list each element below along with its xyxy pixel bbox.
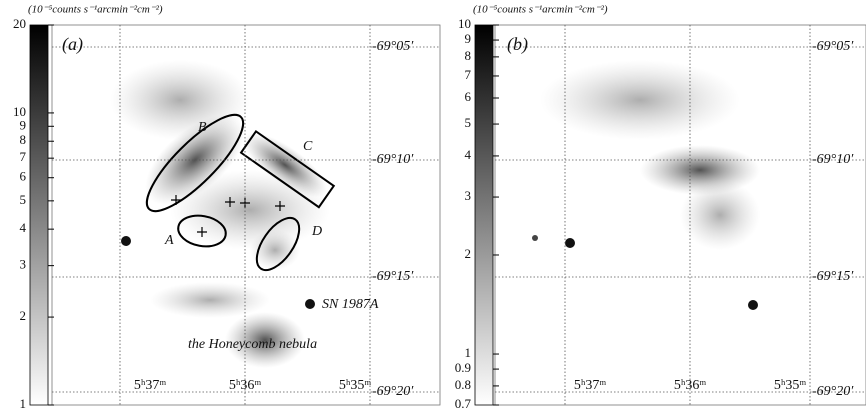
ra-label: 5ʰ36ᵐ	[229, 378, 261, 393]
dec-label: -69°05′	[812, 39, 854, 54]
ra-label: 5ʰ35ᵐ	[774, 378, 806, 393]
dec-label: -69°15′	[812, 269, 854, 284]
colorbar	[474, 24, 494, 406]
colorbar-tick-label: 4	[465, 147, 472, 162]
colorbar-tick-label: 10	[13, 104, 26, 119]
annotation: the Honeycomb nebula	[188, 337, 317, 352]
colorbar-tick-label: 7	[20, 149, 27, 164]
colorbar-tick-label: 2	[465, 246, 472, 261]
colorbar-tick-label: 9	[20, 117, 27, 132]
colorbar-tick-label: 6	[20, 169, 27, 184]
panel-label: (b)	[507, 34, 528, 55]
colorbar-tick-label: 4	[20, 220, 27, 235]
dec-label: -69°15′	[372, 269, 414, 284]
colorbar-tick-label: 3	[20, 257, 27, 272]
colorbar-tick-label: 5	[465, 115, 472, 130]
colorbar-tick-label: 5	[20, 192, 27, 207]
colorbar-tick-label: 9	[465, 31, 472, 46]
colorbar-tick-label: 1	[465, 345, 472, 360]
colorbar-tick-label: 0.8	[455, 377, 471, 392]
colorbar-tick-label: 10	[458, 16, 471, 31]
annotation: SN 1987A	[322, 297, 379, 312]
annotation: B	[198, 120, 207, 135]
ra-label: 5ʰ36ᵐ	[674, 378, 706, 393]
colorbar-tick-label: 7	[465, 67, 472, 82]
panel-a-image	[51, 24, 441, 406]
dec-label: -69°10′	[812, 152, 854, 167]
ra-label: 5ʰ37ᵐ	[134, 378, 166, 393]
ra-label: 5ʰ35ᵐ	[339, 378, 371, 393]
colorbar-tick-label: 1	[20, 396, 27, 411]
unit-label: (10⁻⁵counts s⁻¹arcmin⁻²cm⁻²)	[28, 4, 163, 16]
annotation: C	[303, 139, 313, 154]
dec-label: -69°05′	[372, 39, 414, 54]
colorbar	[29, 24, 49, 406]
dec-label: -69°10′	[372, 152, 414, 167]
colorbar-tick-label: 2	[20, 308, 27, 323]
colorbar-tick-label: 3	[465, 188, 472, 203]
dec-label: -69°20′	[372, 384, 414, 399]
unit-label: (10⁻⁵counts s⁻¹arcmin⁻²cm⁻²)	[473, 4, 608, 16]
colorbar-tick-label: 0.9	[455, 360, 471, 375]
colorbar-tick-label: 6	[465, 89, 472, 104]
dec-label: -69°20′	[812, 384, 854, 399]
panel-label: (a)	[62, 34, 83, 55]
annotation: A	[164, 233, 174, 248]
ra-label: 5ʰ37ᵐ	[574, 378, 606, 393]
annotation: D	[311, 224, 322, 239]
colorbar-tick-label: 8	[465, 48, 472, 63]
colorbar-tick-label: 8	[20, 132, 27, 147]
colorbar-tick-label: 0.7	[455, 396, 472, 411]
panel-b-image	[494, 24, 866, 406]
colorbar-tick-label: 20	[13, 16, 26, 31]
